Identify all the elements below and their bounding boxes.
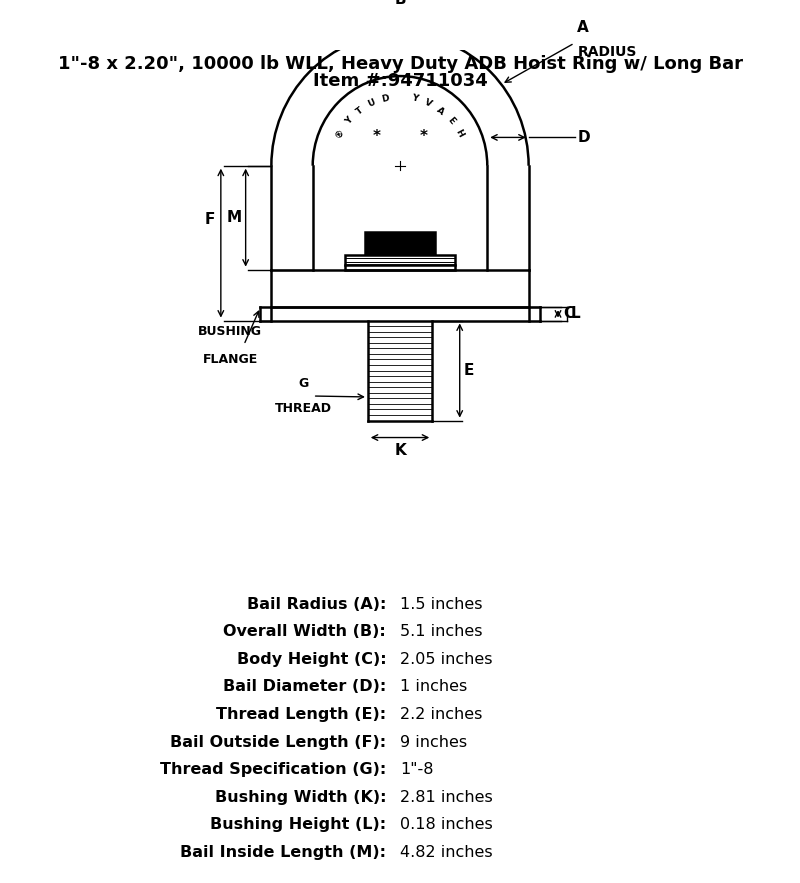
Text: L: L — [571, 306, 581, 321]
Text: Thread Specification (G):: Thread Specification (G): — [160, 762, 386, 777]
Text: Y: Y — [343, 116, 354, 126]
Text: 1"-8: 1"-8 — [400, 762, 434, 777]
Text: Bail Outside Length (F):: Bail Outside Length (F): — [170, 735, 386, 750]
Text: A: A — [578, 20, 589, 35]
Text: THREAD: THREAD — [275, 402, 332, 415]
Text: FLANGE: FLANGE — [202, 352, 258, 366]
Text: RADIUS: RADIUS — [578, 45, 637, 59]
Text: F: F — [205, 212, 215, 227]
Text: Item #:94711034: Item #:94711034 — [313, 72, 487, 90]
Text: *: * — [372, 129, 380, 144]
Text: *: * — [420, 129, 428, 144]
Text: 1"-8 x 2.20", 10000 lb WLL, Heavy Duty ADB Hoist Ring w/ Long Bar: 1"-8 x 2.20", 10000 lb WLL, Heavy Duty A… — [58, 55, 742, 72]
Text: D: D — [578, 130, 590, 145]
Text: 0.18 inches: 0.18 inches — [400, 817, 493, 832]
Text: Bushing Height (L):: Bushing Height (L): — [210, 817, 386, 832]
Text: Bail Radius (A):: Bail Radius (A): — [247, 597, 386, 612]
Text: A: A — [435, 105, 446, 117]
Text: ®: ® — [334, 127, 347, 140]
Text: 2.05 inches: 2.05 inches — [400, 652, 493, 667]
Text: C: C — [563, 306, 574, 321]
Text: Bail Diameter (D):: Bail Diameter (D): — [223, 679, 386, 694]
Text: Body Height (C):: Body Height (C): — [237, 652, 386, 667]
Text: T: T — [354, 105, 365, 117]
Bar — [365, 232, 435, 255]
Bar — [345, 265, 455, 269]
Text: Bail Inside Length (M):: Bail Inside Length (M): — [180, 845, 386, 860]
Text: 4.82 inches: 4.82 inches — [400, 845, 493, 860]
Text: U: U — [366, 97, 377, 109]
Bar — [345, 255, 455, 265]
Text: Bushing Width (K):: Bushing Width (K): — [214, 789, 386, 804]
Text: D: D — [381, 94, 390, 103]
Text: 2.81 inches: 2.81 inches — [400, 789, 493, 804]
Text: K: K — [394, 443, 406, 458]
Text: 9 inches: 9 inches — [400, 735, 467, 750]
Text: 2.2 inches: 2.2 inches — [400, 707, 482, 722]
Text: Y: Y — [410, 94, 418, 103]
Text: V: V — [423, 98, 433, 109]
Text: BUSHING: BUSHING — [198, 324, 262, 337]
Text: G: G — [298, 377, 309, 390]
Text: 1.5 inches: 1.5 inches — [400, 597, 482, 612]
Text: 1 inches: 1 inches — [400, 679, 467, 694]
Text: B: B — [394, 0, 406, 7]
Text: Overall Width (B):: Overall Width (B): — [223, 624, 386, 639]
Text: M: M — [227, 210, 242, 225]
Text: H: H — [454, 128, 465, 139]
Text: 5.1 inches: 5.1 inches — [400, 624, 482, 639]
Text: Thread Length (E):: Thread Length (E): — [216, 707, 386, 722]
Text: E: E — [463, 363, 474, 378]
Text: E: E — [446, 116, 457, 126]
